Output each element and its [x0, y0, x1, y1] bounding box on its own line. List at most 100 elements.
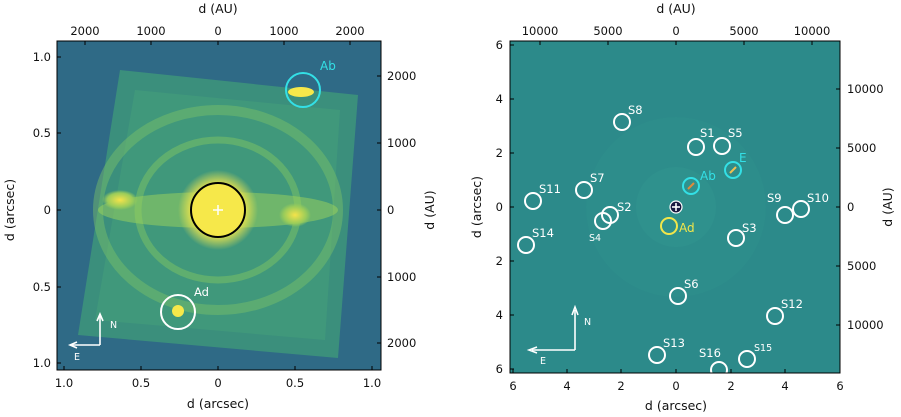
source-s12-circle: [766, 307, 784, 325]
right-left-tick: 4: [496, 308, 503, 322]
left-panel-frame: [56, 40, 382, 371]
source-s14-circle: [517, 236, 535, 254]
source-s8-label: S8: [628, 103, 643, 117]
source-s14-label: S14: [532, 226, 554, 240]
right-bottom-axis-label: d (arcsec): [645, 398, 707, 413]
right-panel: d (AU) 10000 5000 0 5000 10000 6 4 2 0 2…: [469, 1, 895, 413]
right-top-tick: 5000: [593, 24, 622, 38]
left-top-tick: 1000: [136, 24, 165, 38]
right-right-axis-label: d (AU): [880, 187, 895, 226]
left-left-tick: 1.0: [33, 50, 51, 64]
compass-arrows: [526, 304, 579, 354]
left-top-tick: 2000: [335, 24, 364, 38]
left-top-tick: 2000: [70, 24, 99, 38]
compass-east-label: E: [74, 352, 80, 363]
compass-north-label: N: [584, 317, 591, 328]
ad-marker-circle: [160, 294, 196, 330]
left-left-tick: 0: [44, 203, 51, 217]
left-right-tick: 2000: [387, 69, 416, 83]
source-s6-circle: [669, 287, 687, 305]
source-s16-circle: [710, 361, 728, 373]
right-left-tick: 2: [496, 254, 503, 268]
ab-marker-circle: [682, 177, 700, 195]
star-center-marker: [213, 205, 223, 215]
source-s13-circle: [648, 346, 666, 364]
right-bottom-tick: 6: [509, 379, 516, 393]
right-left-tick: 0: [496, 200, 503, 214]
right-left-tick: 6: [496, 362, 503, 376]
source-s3-label: S3: [742, 221, 757, 235]
ab-label: Ab: [320, 59, 336, 73]
right-right-tick: 5000: [847, 141, 876, 155]
source-s3-circle: [727, 229, 745, 247]
left-right-tick: 2000: [387, 336, 416, 350]
source-s15-label: S15: [754, 343, 772, 354]
right-top-tick: 10000: [794, 24, 831, 38]
source-s1-label: S1: [700, 126, 715, 140]
left-right-tick: 1000: [387, 136, 416, 150]
compass-arrows: [67, 311, 104, 349]
right-right-tick: 10000: [847, 82, 884, 96]
left-left-tick: 0.5: [33, 280, 51, 294]
ad-label: Ad: [679, 221, 695, 235]
right-right-tick: 5000: [847, 259, 876, 273]
right-top-tick: 5000: [729, 24, 758, 38]
source-s11-label: S11: [539, 182, 561, 196]
right-right-tick: 0: [847, 200, 854, 214]
source-s6-label: S6: [684, 277, 699, 291]
left-left-tick: 1.0: [33, 356, 51, 370]
source-s7-label: S7: [590, 171, 605, 185]
right-bottom-tick: 2: [617, 379, 624, 393]
left-top-tick: 0: [214, 24, 221, 38]
ad-marker-circle: [660, 217, 678, 235]
left-bottom-tick: 0.5: [286, 376, 304, 390]
source-s8-circle: [613, 113, 631, 131]
source-s13-label: S13: [663, 336, 685, 350]
source-s4-label: S4: [589, 233, 601, 244]
compass-north-label: N: [110, 320, 117, 331]
right-bottom-tick: 0: [672, 379, 679, 393]
ab-label: Ab: [700, 169, 716, 183]
source-s9-label: S9: [767, 191, 782, 205]
right-right-tick: 10000: [847, 318, 884, 332]
source-s9-circle: [776, 206, 794, 224]
left-bottom-tick: 0.5: [132, 376, 150, 390]
ab-marker-circle: [285, 72, 321, 108]
right-bottom-tick: 4: [563, 379, 570, 393]
right-left-axis-label: d (arcsec): [469, 176, 484, 238]
right-top-tick: 0: [672, 24, 679, 38]
source-s5-label: S5: [728, 126, 743, 140]
right-bottom-tick: 6: [836, 379, 843, 393]
source-s10-label: S10: [807, 191, 829, 205]
right-left-tick: 6: [496, 38, 503, 52]
left-panel: d (AU) 2000 1000 0 1000 2000 1.0 0.5 0 0…: [2, 1, 437, 411]
right-left-tick: 4: [496, 92, 503, 106]
source-s12-label: S12: [781, 297, 803, 311]
left-bottom-tick: 1.0: [55, 376, 73, 390]
ad-label: Ad: [194, 285, 209, 299]
right-top-axis-label: d (AU): [656, 1, 695, 16]
source-s4-circle: [594, 212, 612, 230]
source-s10-circle: [792, 200, 810, 218]
source-s15-circle: [738, 350, 756, 368]
left-right-axis-label: d (AU): [422, 190, 437, 229]
source-s16-label: S16: [699, 346, 721, 360]
source-s2-label: S2: [617, 200, 632, 214]
source-s11-circle: [524, 192, 542, 210]
compass-east-label: E: [540, 356, 546, 367]
left-bottom-tick: 0: [214, 376, 221, 390]
right-bottom-tick: 4: [781, 379, 788, 393]
left-right-tick: 0: [387, 203, 394, 217]
left-left-tick: 0.5: [33, 126, 51, 140]
right-top-tick: 10000: [522, 24, 559, 38]
e-label: E: [739, 151, 747, 165]
source-s7-circle: [575, 181, 593, 199]
e-marker-circle: [724, 161, 742, 179]
right-bottom-tick: 2: [727, 379, 734, 393]
left-right-tick: 1000: [387, 270, 416, 284]
left-top-axis-label: d (AU): [198, 1, 237, 16]
right-left-tick: 2: [496, 146, 503, 160]
left-bottom-axis-label: d (arcsec): [187, 396, 249, 411]
left-top-tick: 1000: [269, 24, 298, 38]
